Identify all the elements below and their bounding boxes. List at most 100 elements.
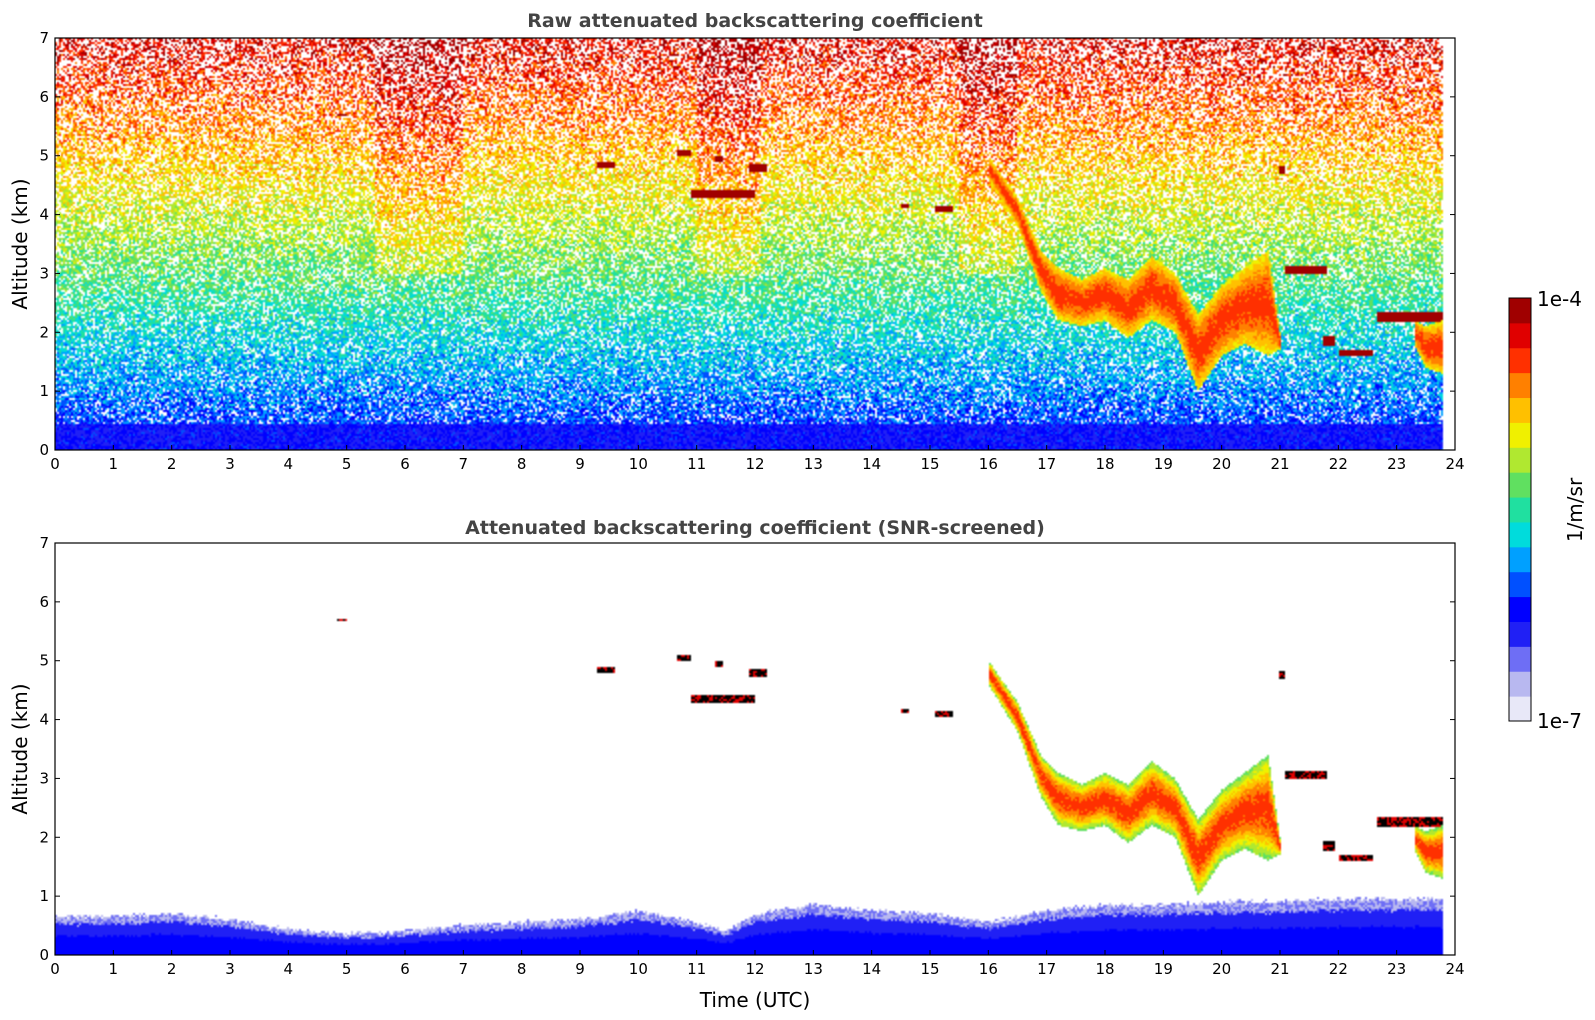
x-tick-label: 23 [1387,960,1406,978]
colorbar-segment [1509,621,1531,647]
y-tick-label: 7 [39,534,49,552]
colorbar-segment [1509,447,1531,473]
y-tick-label: 5 [39,147,49,165]
x-tick-label: 5 [342,455,352,473]
x-tick-label: 0 [50,455,60,473]
x-tick-label: 23 [1387,455,1406,473]
x-axis-label: Time (UTC) [699,988,811,1012]
colorbar-segment [1509,472,1531,498]
x-tick-label: 9 [575,960,585,978]
x-tick-label: 15 [920,455,939,473]
colorbar-segment [1509,322,1531,349]
axis-ticks: 0 1 2 3 4 5 6 7 8 9 10 11 12 13 14 15 16 17 18 19 20 21 22 23 24… [39,29,1464,473]
x-tick-label: 21 [1270,455,1289,473]
x-tick-label: 24 [1445,960,1464,978]
colorbar-segment [1509,372,1531,399]
x-tick-label: 7 [459,960,469,978]
x-tick-label: 3 [225,960,235,978]
x-tick-label: 13 [804,960,823,978]
colorbar-segment [1509,571,1531,598]
y-tick-label: 3 [39,769,49,787]
x-tick-label: 4 [284,960,294,978]
colorbar-unit-label: 1/m/sr [1563,477,1587,542]
y-axis-label: Altitude (km) [8,683,32,814]
colorbar-segment [1509,422,1531,448]
axis-ticks: 0 1 2 3 4 5 6 7 8 9 10 11 12 13 14 15 16 17 18 19 20 21 22 23 24… [39,534,1464,978]
x-tick-label: 9 [575,455,585,473]
x-tick-label: 18 [1095,455,1114,473]
x-tick-label: 11 [687,960,706,978]
y-tick-label: 1 [39,382,49,400]
x-tick-label: 16 [979,960,998,978]
x-tick-label: 15 [920,960,939,978]
y-tick-label: 6 [39,593,49,611]
y-axis-label: Altitude (km) [8,178,32,309]
colorbar: 1e-4 1e-7 1/m/sr [1508,287,1587,733]
colorbar-segment [1509,521,1531,548]
colorbar-segment [1509,596,1531,622]
y-tick-label: 7 [39,29,49,47]
x-tick-label: 17 [1037,455,1056,473]
x-tick-label: 2 [167,960,177,978]
x-tick-label: 6 [400,960,410,978]
x-tick-label: 24 [1445,455,1464,473]
y-tick-label: 0 [39,441,49,459]
y-tick-label: 0 [39,946,49,964]
colorbar-segment [1509,347,1531,374]
x-tick-label: 13 [804,455,823,473]
x-tick-label: 20 [1212,960,1231,978]
colorbar-max-label: 1e-4 [1537,287,1582,311]
x-tick-label: 1 [109,455,119,473]
x-tick-label: 19 [1154,960,1173,978]
y-tick-label: 2 [39,323,49,341]
panel-raw: Raw attenuated backscattering coefficien… [8,10,1465,473]
colorbar-segment [1509,646,1531,672]
y-tick-label: 4 [39,206,49,224]
x-tick-label: 8 [517,455,527,473]
x-tick-label: 6 [400,455,410,473]
heatmap-raster [55,543,1455,955]
x-tick-label: 5 [342,960,352,978]
x-tick-label: 21 [1270,960,1289,978]
x-tick-label: 10 [629,455,648,473]
colorbar-frame [1508,297,1532,722]
colorbar-segment [1509,497,1531,523]
y-tick-label: 1 [39,887,49,905]
x-tick-label: 17 [1037,960,1056,978]
colorbar-min-label: 1e-7 [1537,709,1582,733]
x-tick-label: 12 [745,960,764,978]
colorbar-segment [1509,298,1531,324]
x-tick-label: 3 [225,455,235,473]
heatmap-area [55,38,1455,450]
heatmap-area [55,543,1455,955]
colorbar-segment [1509,546,1531,573]
y-tick-label: 5 [39,652,49,670]
y-tick-label: 3 [39,264,49,282]
x-tick-label: 12 [745,455,764,473]
chart-title: Raw attenuated backscattering coefficien… [527,10,983,32]
colorbar-segment [1509,397,1531,423]
x-tick-label: 11 [687,455,706,473]
colorbar-scale [1509,298,1531,722]
x-tick-label: 8 [517,960,527,978]
colorbar-segment [1509,671,1531,697]
y-tick-label: 2 [39,828,49,846]
x-tick-label: 19 [1154,455,1173,473]
y-tick-label: 6 [39,88,49,106]
x-tick-label: 0 [50,960,60,978]
x-tick-label: 14 [862,455,881,473]
heatmap-raster [55,38,1455,450]
x-tick-label: 1 [109,960,119,978]
x-tick-label: 14 [862,960,881,978]
x-tick-label: 2 [167,455,177,473]
y-tick-label: 4 [39,711,49,729]
x-tick-label: 20 [1212,455,1231,473]
panel-screened: Attenuated backscattering coefficient (S… [8,517,1465,1012]
x-tick-label: 22 [1329,455,1348,473]
colorbar-segment [1509,696,1531,722]
x-tick-label: 16 [979,455,998,473]
x-tick-label: 18 [1095,960,1114,978]
chart-title: Attenuated backscattering coefficient (S… [465,517,1045,539]
x-tick-label: 10 [629,960,648,978]
